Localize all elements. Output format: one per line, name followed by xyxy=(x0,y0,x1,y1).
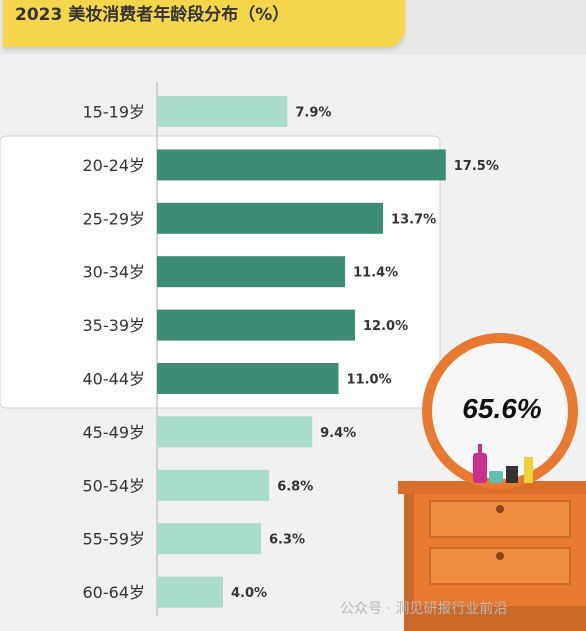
value-label: 6.3% xyxy=(269,533,305,548)
cosmetic-tube xyxy=(524,457,533,483)
mirror-glass xyxy=(432,343,568,479)
highlight-total: 65.6% xyxy=(462,393,541,424)
bar-20-24岁 xyxy=(157,149,446,181)
category-label: 40-44岁 xyxy=(83,370,146,389)
value-label: 7.9% xyxy=(295,106,331,121)
cosmetic-jar xyxy=(489,471,503,483)
category-label: 60-64岁 xyxy=(83,583,146,602)
drawer-knob-top xyxy=(496,505,504,513)
cosmetic-pump xyxy=(478,444,482,454)
category-label: 30-34岁 xyxy=(83,263,146,282)
bar-15-19岁 xyxy=(157,96,288,127)
value-label: 13.7% xyxy=(391,212,436,227)
value-label: 11.0% xyxy=(347,373,392,388)
value-label: 6.8% xyxy=(277,479,313,494)
title-box: 2023 美妆消费者年龄段分布（%） xyxy=(3,0,405,47)
cosmetic-box xyxy=(506,466,518,483)
watermark: 公众号 · 洞见研报行业前沿 xyxy=(340,601,508,617)
category-label: 50-54岁 xyxy=(83,476,146,495)
cosmetic-bottle xyxy=(473,453,487,483)
value-label: 9.4% xyxy=(320,426,356,441)
bar-60-64岁 xyxy=(157,576,223,608)
value-label: 11.4% xyxy=(353,266,398,281)
category-label: 20-24岁 xyxy=(83,156,146,175)
labels-layer: 15-19岁 7.9% 20-24岁 17.5% 25-29岁 13.7% 30-34岁 11… xyxy=(83,103,499,603)
bar-40-44岁 xyxy=(157,363,339,394)
drawer-knob-bottom xyxy=(496,552,504,560)
bar-25-29岁 xyxy=(157,202,384,234)
bars-layer xyxy=(157,96,446,608)
mirror-dresser-illustration xyxy=(398,333,586,631)
category-label: 15-19岁 xyxy=(83,103,146,122)
value-label: 12.0% xyxy=(363,319,408,334)
bar-35-39岁 xyxy=(157,309,355,341)
category-label: 55-59岁 xyxy=(83,530,146,549)
bar-30-34岁 xyxy=(157,256,346,288)
category-label: 35-39岁 xyxy=(83,316,146,335)
value-label: 17.5% xyxy=(454,159,499,174)
category-label: 45-49岁 xyxy=(83,423,146,442)
category-label: 25-29岁 xyxy=(83,209,146,228)
bar-45-49岁 xyxy=(157,416,313,448)
bar-55-59岁 xyxy=(157,523,261,555)
value-label: 4.0% xyxy=(231,586,267,601)
chart-title: 2023 美妆消费者年龄段分布（%） xyxy=(15,5,290,25)
bar-50-54岁 xyxy=(157,469,270,501)
